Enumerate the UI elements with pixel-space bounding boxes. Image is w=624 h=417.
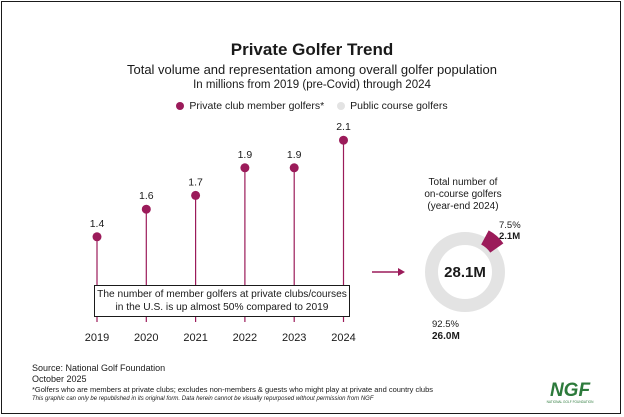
legend-label-public: Public course golfers: [350, 100, 448, 112]
donut-slice-private: [481, 230, 504, 253]
x-tick-label: 2020: [134, 332, 158, 344]
data-label: 1.9: [287, 149, 302, 161]
legend-label-private: Private club member golfers*: [189, 100, 325, 112]
donut-title-line-3: (year-end 2024): [427, 201, 499, 212]
chart-subtitle-2: In millions from 2019 (pre-Covid) throug…: [193, 79, 431, 91]
donut-pct-label-public: 92.5%: [432, 319, 459, 330]
legend-swatch-private: [176, 102, 185, 110]
x-tick-label: 2019: [85, 332, 109, 344]
lollipop-point: [339, 135, 348, 145]
lollipop-point: [240, 163, 250, 173]
lollipop-point: [141, 204, 151, 214]
donut-title-line-2: on-course golfers: [424, 189, 502, 200]
x-tick-label: 2021: [183, 332, 207, 344]
x-tick-label: 2023: [282, 332, 306, 344]
chart-subtitle: Total volume and representation among ov…: [126, 62, 497, 77]
annotation-box: The number of member golfers at private …: [94, 285, 350, 317]
source-text: Source: National Golf Foundation: [32, 363, 166, 373]
lollipop-point: [191, 190, 201, 200]
donut-value-label-public: 26.0M: [432, 331, 460, 342]
legend-item-private: Private club member golfers*: [176, 100, 324, 112]
data-label: 1.6: [139, 190, 154, 202]
data-label: 1.4: [90, 218, 105, 230]
data-label: 2.1: [336, 121, 351, 133]
legend: Private club member golfers* Public cour…: [0, 100, 624, 113]
footnote-text: *Golfers who are members at private club…: [32, 385, 434, 394]
donut-title-line-1: Total number of: [428, 177, 498, 188]
donut-value-label-private: 2.1M: [499, 231, 520, 242]
disclaimer-text: This graphic can only be republished in …: [32, 396, 374, 402]
legend-item-public: Public course golfers: [337, 100, 448, 112]
legend-swatch-public: [337, 102, 346, 110]
data-label: 1.9: [238, 149, 253, 161]
date-text: October 2025: [32, 374, 87, 384]
lollipop-series: [92, 135, 348, 322]
donut-pct-label-private: 7.5%: [499, 220, 521, 231]
chart-title: Private Golfer Trend: [230, 40, 394, 59]
x-axis-tick-labels: 2019 2020 2021 2022 2023 2024: [85, 332, 356, 344]
ngf-logo: NGF NATIONAL GOLF FOUNDATION: [547, 380, 595, 404]
lollipop-point: [289, 163, 299, 173]
lollipop-point: [92, 232, 102, 242]
x-tick-label: 2022: [233, 332, 257, 344]
data-labels: 1.4 1.6 1.7 1.9 1.9 2.1: [90, 121, 351, 230]
donut-slice-public: [425, 232, 505, 312]
donut-center-label: 28.1M: [444, 264, 486, 281]
donut-chart: 28.1M 7.5%2.1M 92.5%26.0M: [425, 220, 521, 342]
arrow-icon: [372, 268, 405, 276]
data-label: 1.7: [188, 176, 203, 188]
x-tick-label: 2024: [331, 332, 355, 344]
ngf-logo-subtext: NATIONAL GOLF FOUNDATION: [547, 400, 595, 404]
ngf-logo-text: NGF: [550, 380, 592, 401]
donut-title: Total number of on-course golfers (year-…: [418, 177, 508, 213]
